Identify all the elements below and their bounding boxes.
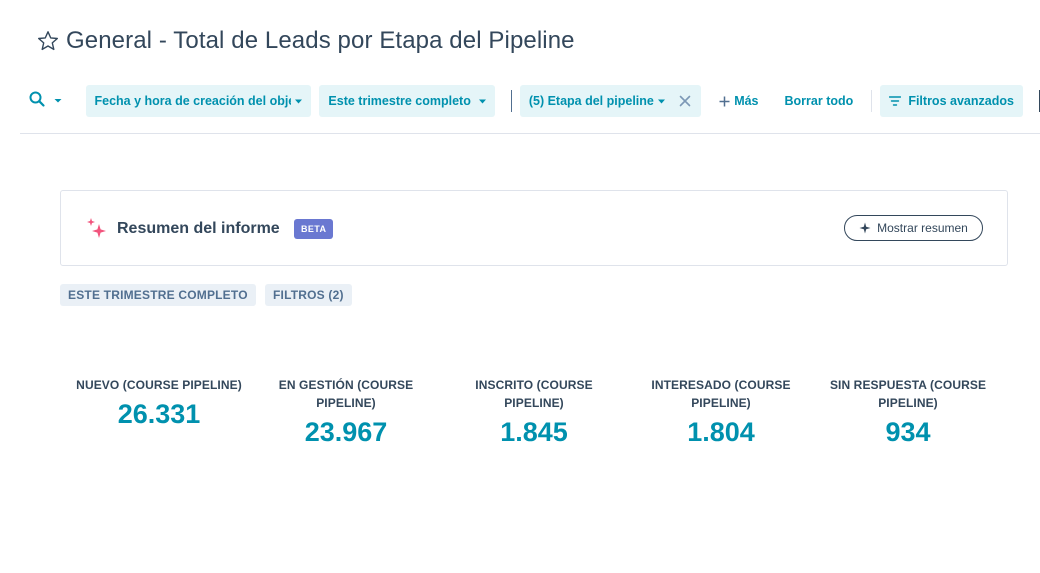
- more-filters-button[interactable]: Más: [719, 94, 759, 108]
- kpi-label: INSCRITO (COURSE PIPELINE): [475, 378, 593, 410]
- show-summary-button[interactable]: Mostrar resumen: [844, 215, 983, 241]
- divider: [1039, 90, 1040, 112]
- kpi-label: EN GESTIÓN (COURSE PIPELINE): [278, 378, 414, 410]
- kpi-item: INSCRITO (COURSE PIPELINE) 1.845: [460, 376, 608, 449]
- search-dropdown[interactable]: [28, 85, 78, 117]
- sparkle-icon: [85, 217, 109, 241]
- close-icon[interactable]: [679, 95, 691, 107]
- chevron-down-icon: [54, 98, 62, 104]
- kpi-label: NUEVO (COURSE PIPELINE): [76, 378, 242, 392]
- period-tag: ESTE TRIMESTRE COMPLETO: [60, 284, 256, 306]
- kpi-value: 934: [885, 417, 931, 447]
- kpi-label: INTERESADO (COURSE PIPELINE): [651, 378, 791, 410]
- title-row: General - Total de Leads por Etapa del P…: [36, 24, 575, 58]
- filter-lines-icon: [889, 96, 902, 106]
- date-property-label: Fecha y hora de creación del obje: [94, 94, 292, 108]
- kpi-value: 23.967: [304, 417, 388, 447]
- filter-bar-divider: [20, 133, 1040, 134]
- chevron-down-icon: [478, 99, 486, 104]
- kpi-item: SIN RESPUESTA (COURSE PIPELINE) 934: [822, 376, 994, 449]
- kpi-item: INTERESADO (COURSE PIPELINE) 1.804: [640, 376, 802, 449]
- show-summary-label: Mostrar resumen: [877, 221, 968, 235]
- divider: [510, 90, 512, 112]
- kpi-label: SIN RESPUESTA (COURSE PIPELINE): [829, 378, 987, 410]
- plus-icon: [719, 96, 730, 107]
- kpi-item: NUEVO (COURSE PIPELINE) 26.331: [64, 376, 254, 431]
- star-icon[interactable]: [36, 28, 62, 54]
- date-property-filter[interactable]: Fecha y hora de creación del obje: [85, 85, 312, 117]
- date-range-filter[interactable]: Este trimestre completo: [319, 85, 495, 117]
- chevron-down-icon: [657, 99, 665, 104]
- kpi-value: 1.845: [500, 417, 568, 447]
- clear-all-button[interactable]: Borrar todo: [784, 94, 854, 108]
- kpi-item: EN GESTIÓN (COURSE PIPELINE) 23.967: [266, 376, 426, 449]
- chevron-down-icon: [295, 99, 303, 104]
- kpi-value: 26.331: [117, 399, 201, 429]
- pipeline-stage-label: (5) Etapa del pipeline: [528, 94, 654, 108]
- report-summary-card: Resumen del informe BETA Mostrar resumen: [60, 190, 1008, 266]
- kpi-value: 1.804: [687, 417, 755, 447]
- beta-badge: BETA: [294, 219, 334, 239]
- more-label: Más: [734, 94, 759, 108]
- date-range-label: Este trimestre completo: [328, 94, 471, 108]
- ai-sparkle-icon: [859, 222, 871, 234]
- advanced-filters-button[interactable]: Filtros avanzados: [880, 85, 1023, 117]
- advanced-filters-label: Filtros avanzados: [908, 94, 1014, 108]
- page-title: General - Total de Leads por Etapa del P…: [66, 27, 575, 54]
- filters-tag[interactable]: FILTROS (2): [265, 284, 352, 306]
- filter-bar: Fecha y hora de creación del obje Este t…: [20, 84, 1040, 118]
- search-icon: [28, 90, 46, 113]
- summary-title: Resumen del informe: [117, 220, 280, 237]
- pipeline-stage-filter[interactable]: (5) Etapa del pipeline: [519, 85, 702, 117]
- divider: [871, 90, 873, 112]
